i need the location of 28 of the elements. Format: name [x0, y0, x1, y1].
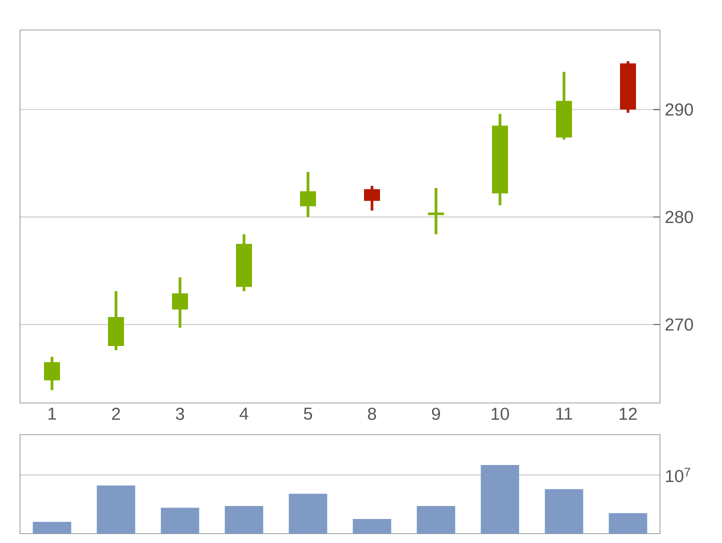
- bar: [544, 489, 584, 534]
- candlestick: [44, 355, 60, 392]
- bar: [608, 513, 648, 534]
- x-tick-label: 9: [432, 408, 440, 420]
- candlestick: [300, 170, 316, 218]
- y-tick-label: 270: [666, 318, 693, 331]
- x-tick-label: 5: [304, 408, 312, 420]
- candlestick: [172, 276, 188, 330]
- x-tick-label: 1: [48, 408, 56, 420]
- x-tick-label: 8: [368, 408, 376, 420]
- x-tick-label: 12: [620, 408, 637, 420]
- x-tick-label: 3: [176, 408, 184, 420]
- bar: [288, 494, 328, 534]
- x-tick-label: 2: [112, 408, 120, 420]
- x-tick-label: 10: [492, 408, 509, 420]
- y-tick-label: 290: [666, 103, 693, 116]
- x-tick-label: 11: [556, 408, 572, 420]
- x-tick-label: 4: [240, 408, 248, 420]
- candlestick: [364, 184, 380, 212]
- bar: [416, 506, 456, 534]
- bar: [96, 486, 136, 534]
- y-tick-label: 280: [666, 210, 693, 224]
- bar: [160, 508, 200, 534]
- bar: [224, 506, 264, 534]
- y-tick-label: 10$^{7}$: [666, 468, 690, 482]
- bar: [480, 465, 520, 534]
- bar: [352, 518, 392, 534]
- bar: [32, 522, 72, 534]
